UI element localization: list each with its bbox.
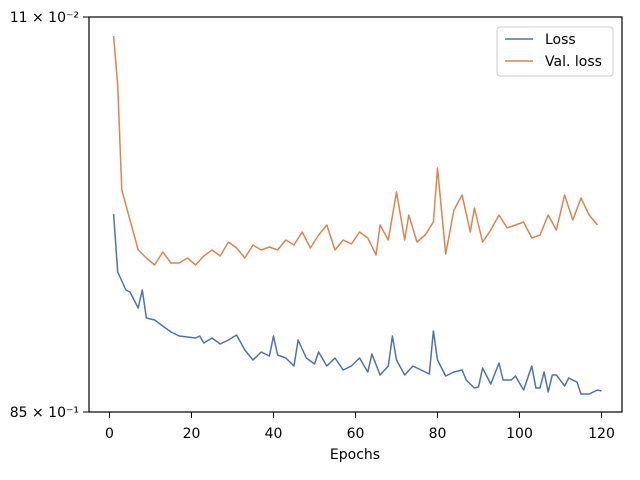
y-tick-label: 85 × 10⁻¹ (10, 405, 79, 421)
x-tick-label: 100 (506, 426, 533, 442)
x-tick-label: 80 (429, 426, 447, 442)
line (112, 213, 602, 395)
legend-label: Val. loss (545, 54, 602, 70)
legend-label: Loss (545, 32, 576, 48)
x-tick-label: 60 (347, 426, 365, 442)
y-tick-label: 11 × 10⁻² (10, 10, 79, 26)
x-tick-label: 0 (105, 426, 114, 442)
x-tick-label: 40 (265, 426, 283, 442)
line (112, 35, 598, 266)
plot-frame (88, 16, 623, 413)
x-tick-label: 20 (183, 426, 201, 442)
x-tick-label: 120 (588, 426, 615, 442)
x-axis-label: Epochs (330, 447, 380, 463)
